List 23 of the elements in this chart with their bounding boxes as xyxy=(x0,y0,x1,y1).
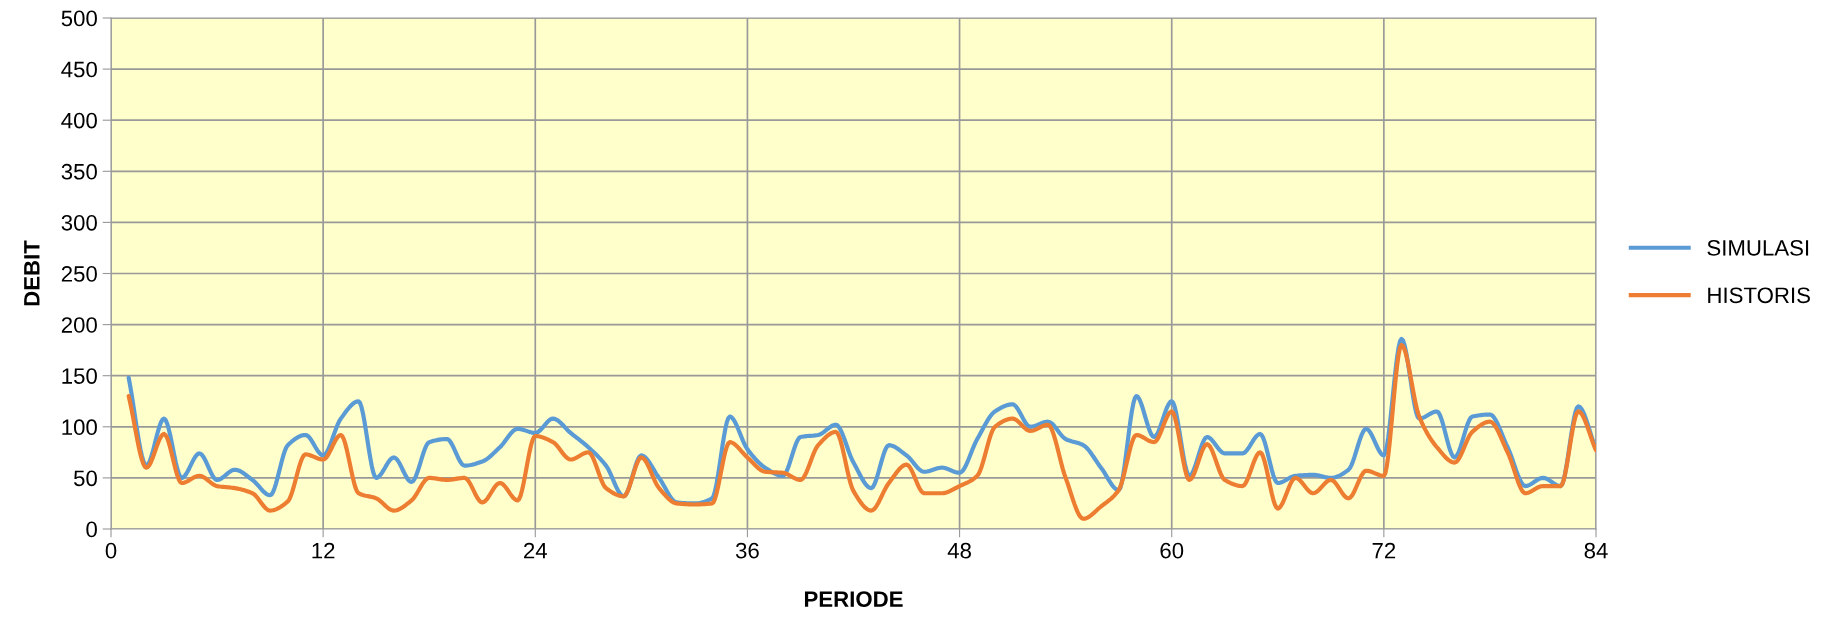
x-axis-title: PERIODE xyxy=(804,591,903,608)
y-tick-label: 500 xyxy=(61,10,97,27)
y-tick-label: 0 xyxy=(86,521,97,538)
x-tick-label: 0 xyxy=(105,542,117,559)
y-tick-label: 400 xyxy=(61,112,97,129)
y-tick-label: 350 xyxy=(61,163,97,180)
y-tick-label: 200 xyxy=(61,317,97,333)
x-tick-label: 48 xyxy=(947,542,971,559)
x-tick-label: 72 xyxy=(1372,542,1396,559)
x-tick-label: 24 xyxy=(524,542,547,559)
y-tick-label: 250 xyxy=(61,266,97,282)
x-tick-label: 36 xyxy=(735,542,759,559)
y-tick-label: 300 xyxy=(61,214,97,231)
y-tick-label: 150 xyxy=(62,368,97,384)
legend-label: SIMULASI xyxy=(1707,240,1809,256)
x-tick-label: 60 xyxy=(1160,542,1184,559)
y-tick-label: 50 xyxy=(73,470,97,487)
y-tick-label: 100 xyxy=(62,419,97,436)
y-tick-label: 450 xyxy=(61,61,97,78)
y-axis-title: DEBIT xyxy=(24,240,40,306)
x-tick-label: 84 xyxy=(1584,542,1608,559)
legend-label: HISTORIS xyxy=(1708,287,1810,304)
x-tick-label: 12 xyxy=(312,542,335,559)
